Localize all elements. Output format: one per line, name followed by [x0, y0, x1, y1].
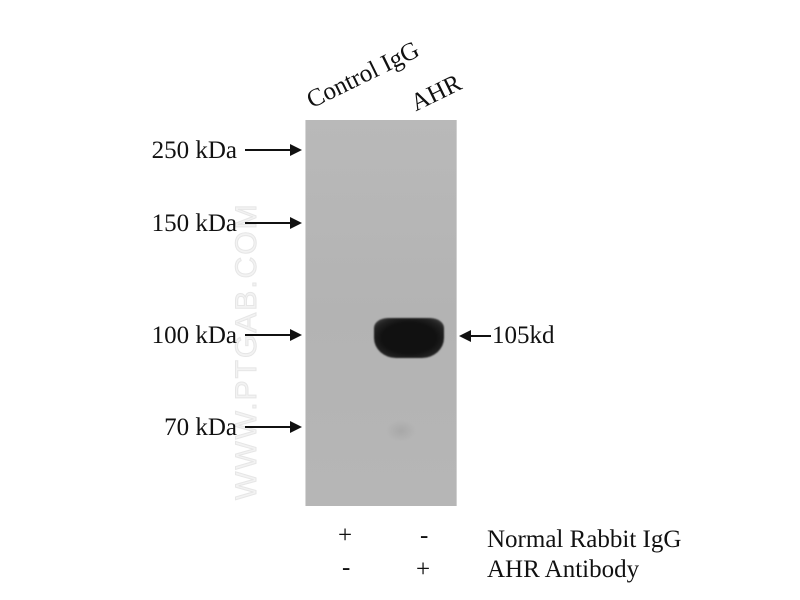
marker-arrow-icon — [245, 144, 302, 156]
cond2-label: AHR Antibody — [487, 556, 640, 583]
cond1-lane1: + — [338, 522, 353, 549]
lane-label-ahr: AHR — [406, 69, 466, 117]
marker-250: 250 kDa — [151, 137, 237, 164]
marker-arrow-icon — [245, 421, 302, 433]
marker-arrow-icon — [245, 217, 302, 229]
cond1-label: Normal Rabbit IgG — [487, 526, 682, 553]
cond2-lane1: - — [342, 554, 351, 581]
band-arrow-icon — [459, 330, 491, 342]
watermark: WWW.PTGAB.COM — [230, 202, 264, 501]
cond2-lane2: + — [416, 556, 431, 583]
blot-membrane — [305, 120, 457, 506]
cond1-lane2: - — [420, 522, 429, 549]
faint-spot — [386, 420, 416, 442]
ahr-band — [374, 318, 444, 358]
marker-arrow-icon — [245, 329, 302, 341]
marker-70: 70 kDa — [164, 414, 237, 441]
marker-150: 150 kDa — [151, 210, 237, 237]
lane-label-control-igg: Control IgG — [302, 36, 424, 114]
marker-100: 100 kDa — [151, 322, 237, 349]
band-size-label: 105kd — [492, 322, 555, 349]
